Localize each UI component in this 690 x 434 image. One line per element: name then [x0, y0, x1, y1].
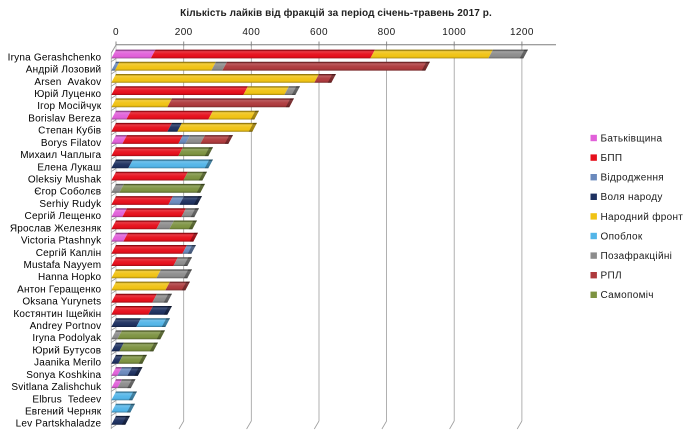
svg-text:Самопоміч: Самопоміч	[601, 290, 654, 301]
svg-text:Степан Кубів: Степан Кубів	[38, 125, 101, 137]
svg-text:Jaanika Merilo: Jaanika Merilo	[34, 358, 102, 369]
svg-text:Єгор Соболєв: Єгор Соболєв	[34, 186, 101, 198]
svg-text:Hanna Hopko: Hanna Hopko	[38, 272, 102, 283]
svg-text:Евгений Черняк: Евгений Черняк	[25, 407, 102, 418]
svg-text:Михаил Чаплыга: Михаил Чаплыга	[20, 150, 101, 161]
svg-text:Mustafa Nayyem: Mustafa Nayyem	[23, 260, 101, 271]
svg-text:Andrey Portnov: Andrey Portnov	[30, 321, 102, 332]
svg-text:600: 600	[310, 27, 328, 38]
svg-text:Iryna Gerashchenko: Iryna Gerashchenko	[8, 52, 102, 63]
svg-text:Позафракційні: Позафракційні	[601, 250, 673, 262]
svg-text:800: 800	[378, 27, 396, 38]
svg-text:Arsen Avakov: Arsen Avakov	[34, 77, 101, 88]
svg-text:Кількість лайків від фракцій з: Кількість лайків від фракцій за період с…	[180, 7, 492, 19]
svg-text:Юрій Луценко: Юрій Луценко	[34, 89, 101, 100]
svg-text:Borys Filatov: Borys Filatov	[41, 138, 101, 149]
svg-text:Ігор Мосійчук: Ігор Мосійчук	[37, 101, 102, 112]
svg-text:Сергій Каплін: Сергій Каплін	[36, 248, 102, 259]
svg-text:Опоблок: Опоблок	[601, 230, 643, 242]
svg-text:Lev Partskhaladze: Lev Partskhaladze	[16, 419, 102, 430]
svg-text:Victoria Ptashnyk: Victoria Ptashnyk	[21, 236, 102, 247]
svg-text:Елена Лукаш: Елена Лукаш	[37, 162, 101, 173]
svg-text:Костянтин Іщейкін: Костянтин Іщейкін	[13, 309, 101, 320]
svg-text:Oleksiy Mushak: Oleksiy Mushak	[28, 175, 102, 186]
svg-text:БПП: БПП	[601, 153, 623, 164]
svg-text:Sonya Koshkina: Sonya Koshkina	[26, 370, 101, 381]
svg-text:Сергій Лещенко: Сергій Лещенко	[25, 211, 102, 222]
svg-text:200: 200	[175, 27, 193, 38]
svg-text:Воля народу: Воля народу	[601, 192, 663, 203]
svg-text:Iryna Podolyak: Iryna Podolyak	[32, 333, 102, 344]
svg-text:Serhiy Rudyk: Serhiy Rudyk	[39, 199, 102, 210]
svg-text:1200: 1200	[510, 27, 534, 38]
svg-text:Borislav Bereza: Borislav Bereza	[28, 114, 101, 125]
svg-text:Svitlana Zalishchuk: Svitlana Zalishchuk	[11, 382, 102, 393]
svg-text:1000: 1000	[442, 27, 466, 38]
svg-text:РПЛ: РПЛ	[601, 271, 622, 282]
svg-text:Відродження: Відродження	[601, 173, 664, 184]
svg-text:Юрий Бутусов: Юрий Бутусов	[32, 345, 101, 356]
svg-text:Андрій Лозовий: Андрій Лозовий	[26, 65, 102, 76]
svg-text:Ярослав Железняк: Ярослав Железняк	[10, 223, 102, 234]
svg-text:0: 0	[113, 27, 119, 38]
svg-text:Elbrus Tedeev: Elbrus Tedeev	[32, 394, 101, 405]
svg-text:Батьківщина: Батьківщина	[601, 133, 663, 144]
svg-text:Oksana Yurynets: Oksana Yurynets	[22, 297, 101, 308]
svg-text:400: 400	[242, 27, 260, 38]
svg-text:Антон Геращенко: Антон Геращенко	[17, 284, 101, 295]
svg-text:Народний фронт: Народний фронт	[601, 211, 684, 223]
